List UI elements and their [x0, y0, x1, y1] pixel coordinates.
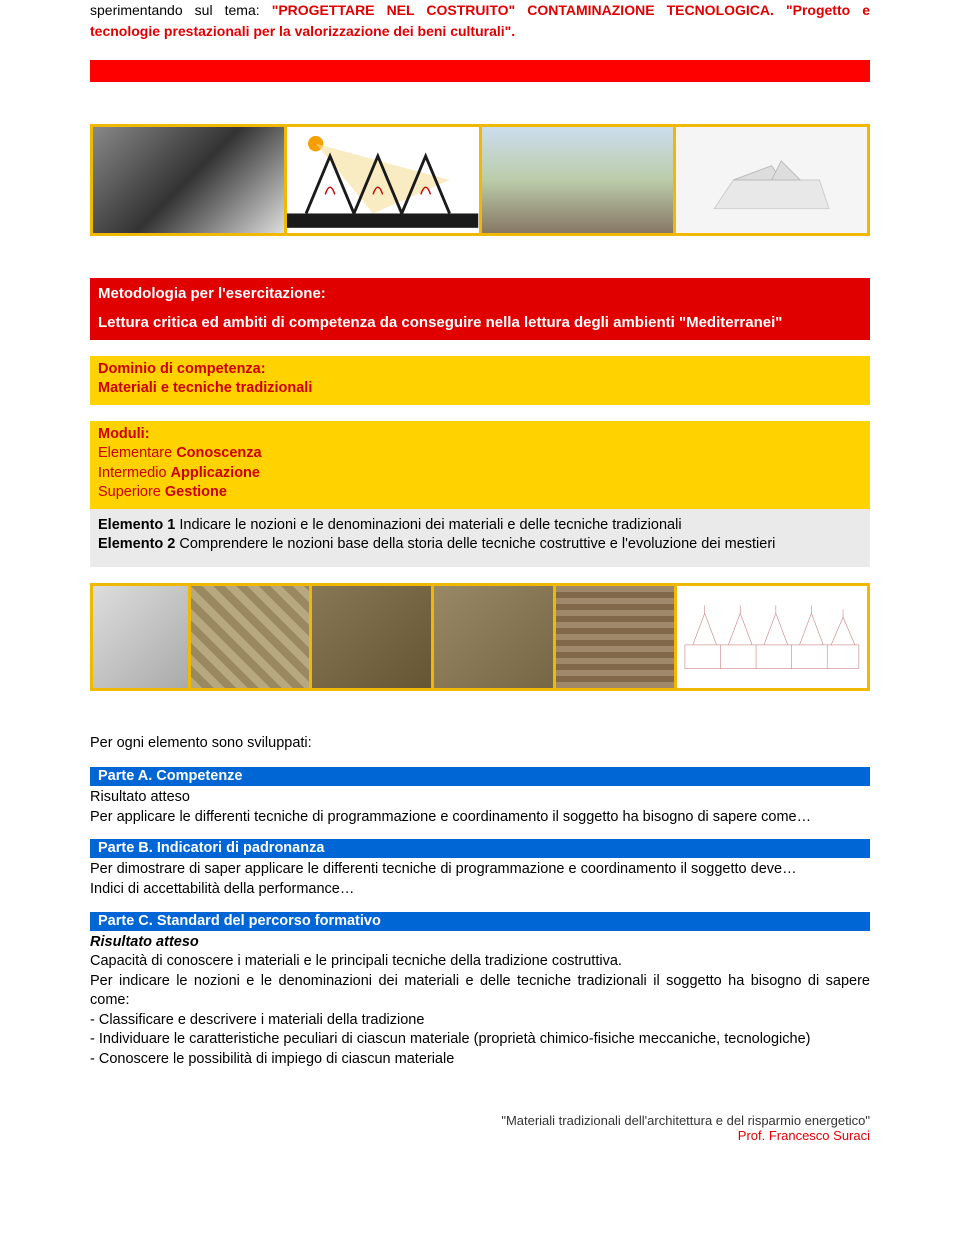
parte-b-body: Per dimostrare di saper applicare le dif… [90, 858, 870, 911]
parte-b-title: Parte B. Indicatori di padronanza [90, 839, 870, 858]
dominio-block: Dominio di competenza: Materiali e tecni… [90, 356, 870, 405]
parte-b-l1: Per dimostrare di saper applicare le dif… [90, 860, 870, 880]
section-svg [677, 586, 867, 688]
parte-b-l2: Indici di accettabilità della performanc… [90, 880, 870, 900]
methodology-header-line2: Lettura critica ed ambiti di competenza … [90, 310, 870, 340]
parte-a-l1: Risultato atteso [90, 788, 870, 808]
arches-svg [287, 127, 478, 233]
per-ogni-text: Per ogni elemento sono sviluppati: [90, 731, 870, 755]
elemento-2-text: Comprendere le nozioni base della storia… [175, 536, 775, 552]
moduli-row3a: Superiore [98, 484, 165, 500]
footer-quote: "Materiali tradizionali dell'architettur… [90, 1113, 870, 1128]
moduli-row2: Intermedio Applicazione [98, 464, 862, 484]
img-arches-diagram [287, 127, 478, 233]
model-svg [676, 127, 867, 233]
img-roof-tiles [556, 586, 675, 688]
parte-c-l4: - Classificare e descrivere i materiali … [90, 1011, 870, 1031]
intro-red-bold: "PROGETTARE NEL COSTRUITO" CONTAMINAZION… [272, 2, 774, 18]
moduli-row2a: Intermedio [98, 465, 171, 481]
parte-c-l5: - Individuare le caratteristiche peculia… [90, 1030, 870, 1050]
parte-a-body: Risultato atteso Per applicare le differ… [90, 786, 870, 839]
img-white-model [676, 127, 867, 233]
methodology-header-line1: Metodologia per l'esercitazione: [90, 278, 870, 310]
parte-c-title: Parte C. Standard del percorso formativo [90, 912, 870, 931]
dominio-title: Dominio di competenza: [98, 360, 862, 380]
img-harbour-bw [93, 127, 284, 233]
moduli-row3b: Gestione [165, 484, 227, 500]
moduli-row1a: Elementare [98, 445, 176, 461]
elemento-2: Elemento 2 Comprendere le nozioni base d… [98, 535, 862, 555]
moduli-row1: Elementare Conoscenza [98, 444, 862, 464]
elementi-block: Elemento 1 Indicare le nozioni e le deno… [90, 509, 870, 567]
image-row-2 [90, 583, 870, 691]
intro-paragraph: sperimentando sul tema: "PROGETTARE NEL … [90, 0, 870, 42]
moduli-title: Moduli: [98, 425, 862, 445]
elemento-1-label: Elemento 1 [98, 517, 175, 533]
parte-c-l3: Per indicare le nozioni e le denominazio… [90, 972, 870, 1011]
elemento-1-text: Indicare le nozioni e le denominazioni d… [175, 517, 681, 533]
moduli-row2b: Applicazione [171, 465, 260, 481]
img-white-wall [93, 586, 188, 688]
intro-black-text: sperimentando sul tema: [90, 2, 272, 18]
parte-a-l2: Per applicare le differenti tecniche di … [90, 808, 870, 828]
img-trulli-town [482, 127, 673, 233]
elemento-1: Elemento 1 Indicare le nozioni e le deno… [98, 516, 862, 536]
moduli-block: Moduli: Elementare Conoscenza Intermedio… [90, 421, 870, 509]
moduli-row3: Superiore Gestione [98, 483, 862, 503]
parte-c-l1: Risultato atteso [90, 933, 870, 953]
img-stone-wall-2 [312, 586, 431, 688]
parte-c-body: Risultato atteso Capacità di conoscere i… [90, 931, 870, 1082]
img-stone-wall-3 [434, 586, 553, 688]
img-section-drawing [677, 586, 867, 688]
img-stone-wall-1 [191, 586, 310, 688]
elemento-2-label: Elemento 2 [98, 536, 175, 552]
parte-a-title: Parte A. Competenze [90, 767, 870, 786]
image-row-1 [90, 124, 870, 236]
moduli-row1b: Conoscenza [176, 445, 261, 461]
parte-c-l6: - Conoscere le possibilità di impiego di… [90, 1050, 870, 1070]
footer-author: Prof. Francesco Suraci [90, 1128, 870, 1143]
parte-c-l2: Capacità di conoscere i materiali e le p… [90, 952, 870, 972]
dominio-sub: Materiali e tecniche tradizionali [98, 379, 862, 399]
red-separator-bar [90, 60, 870, 82]
